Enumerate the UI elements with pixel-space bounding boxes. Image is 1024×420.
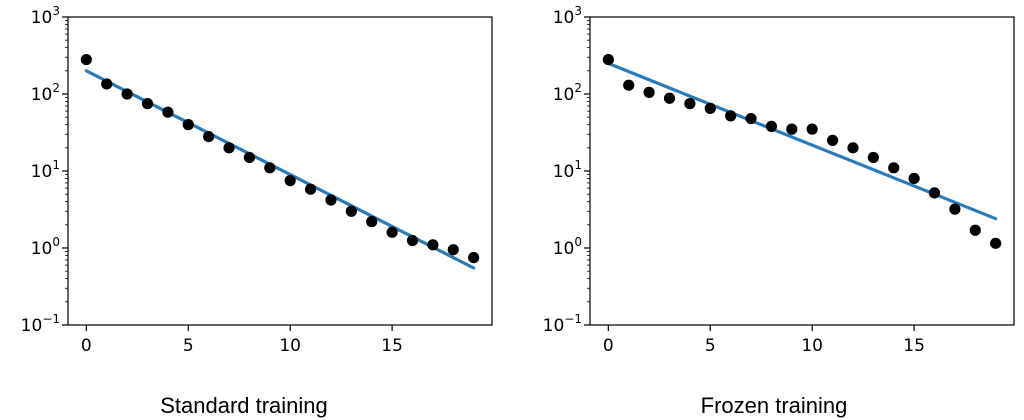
x-tick-label: 15 xyxy=(903,336,925,356)
chart-standard-training: 0 5 10 15 10−1 100 101 102 103 Standard training xyxy=(21,4,493,418)
data-point xyxy=(101,78,113,90)
chart-caption: Frozen training xyxy=(701,393,848,418)
y-tick-label: 101 xyxy=(553,158,582,182)
x-tick-label: 15 xyxy=(381,336,403,356)
y-tick-label: 102 xyxy=(553,81,582,105)
data-point xyxy=(643,86,655,98)
data-point xyxy=(826,134,839,146)
y-tick-label: 103 xyxy=(553,4,582,28)
x-tick-label: 10 xyxy=(279,336,301,356)
data-point xyxy=(725,110,737,122)
data-point xyxy=(386,226,398,238)
data-point xyxy=(908,172,920,185)
data-point xyxy=(284,175,296,187)
data-point xyxy=(623,79,635,91)
data-point xyxy=(427,239,439,251)
data-point xyxy=(162,106,174,118)
data-point xyxy=(602,53,614,66)
data-point xyxy=(325,194,337,206)
y-tick-label: 102 xyxy=(31,81,60,105)
data-point xyxy=(468,252,480,264)
data-point xyxy=(969,224,981,236)
x-tick-label: 5 xyxy=(705,336,716,356)
x-tick-label: 10 xyxy=(801,336,823,356)
plot-frame xyxy=(589,16,1015,326)
data-point xyxy=(406,234,419,247)
data-point xyxy=(366,216,378,228)
data-point xyxy=(847,142,859,154)
x-tick-label: 0 xyxy=(603,336,614,356)
data-point xyxy=(765,120,778,132)
data-point xyxy=(806,123,818,135)
x-tick-label: 5 xyxy=(183,336,194,356)
x-tick-label: 0 xyxy=(81,336,92,356)
data-point xyxy=(223,142,235,154)
data-point xyxy=(928,187,941,199)
data-point xyxy=(203,130,215,143)
data-point xyxy=(121,88,133,100)
data-point xyxy=(243,151,256,164)
data-point xyxy=(745,112,757,125)
chart-caption: Standard training xyxy=(160,393,328,418)
data-point xyxy=(345,205,357,217)
chart-frozen-training: 0 5 10 15 10−1 100 101 102 103 Frozen training xyxy=(543,4,1015,418)
data-point xyxy=(684,98,696,110)
data-point xyxy=(949,203,961,215)
y-tick-label: 10−1 xyxy=(21,312,60,336)
data-point xyxy=(182,119,194,131)
data-point xyxy=(264,162,276,174)
data-point xyxy=(990,237,1002,249)
y-tick-label: 103 xyxy=(31,4,60,28)
data-point xyxy=(663,92,676,104)
y-tick-label: 100 xyxy=(553,235,582,259)
y-tick-label: 100 xyxy=(31,235,60,259)
data-point xyxy=(447,244,459,256)
y-tick-label: 10−1 xyxy=(543,312,582,336)
y-tick-label: 101 xyxy=(31,158,60,182)
data-point xyxy=(867,151,879,164)
data-point xyxy=(304,183,317,195)
data-point xyxy=(141,98,154,110)
data-point xyxy=(786,123,798,135)
data-point xyxy=(888,162,900,174)
data-point xyxy=(80,53,92,66)
data-point xyxy=(704,102,716,115)
